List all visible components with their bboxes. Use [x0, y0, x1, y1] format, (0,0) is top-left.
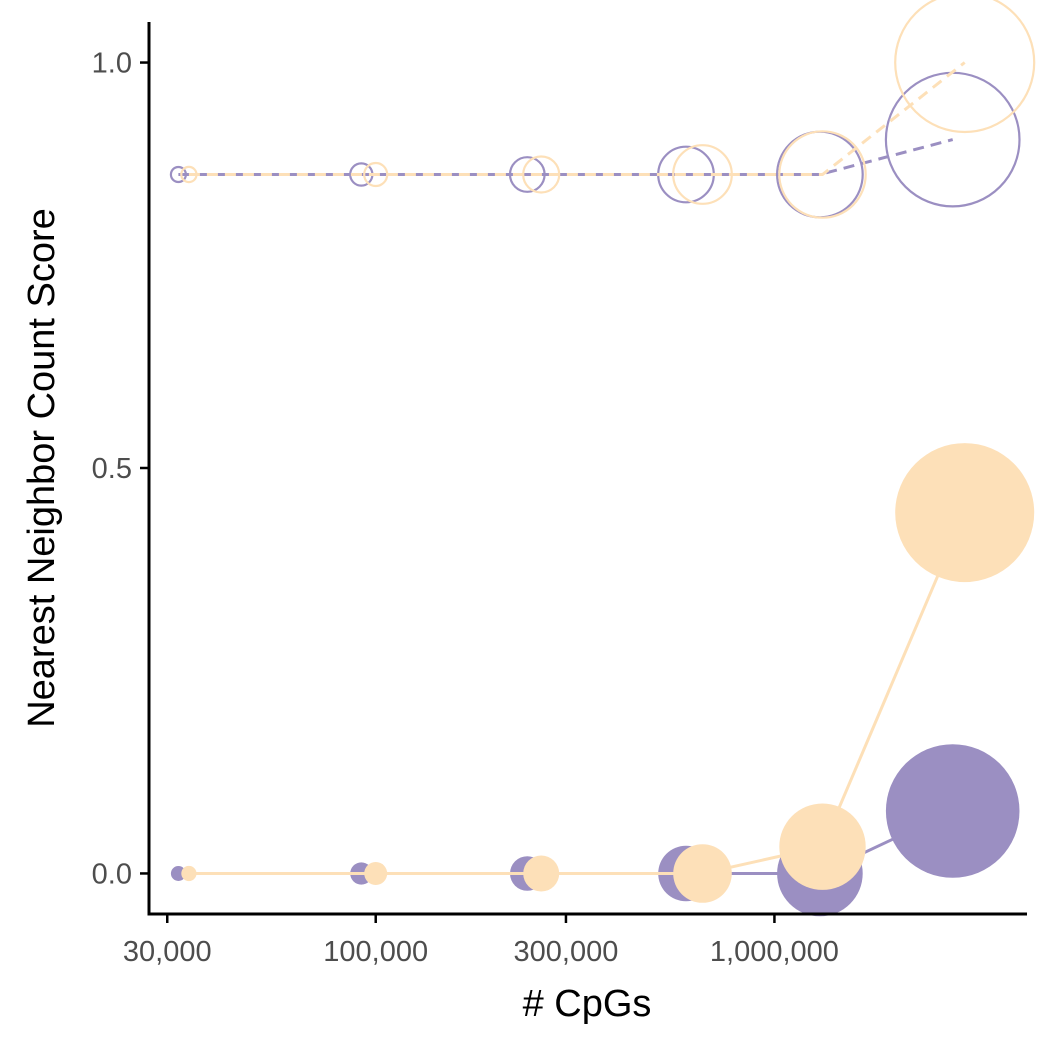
- series-line: [188, 512, 967, 875]
- y-axis-title: Nearest Neighbor Count Score: [21, 208, 63, 728]
- y-axis-ticks: 0.0 0.5 1.0: [92, 48, 148, 890]
- series-line: [188, 61, 966, 176]
- x-tick-label: 1,000,000: [710, 936, 839, 968]
- data-point: [169, 165, 187, 184]
- series-1: [180, 0, 1036, 219]
- data-point: [508, 156, 546, 193]
- series-2: [170, 744, 1020, 917]
- data-point: [885, 744, 1020, 878]
- y-tick-label: 1.0: [92, 48, 132, 80]
- data-point: [894, 0, 1036, 134]
- x-axis-ticks: 30,000 100,000 300,000 1,000,000: [123, 915, 839, 968]
- y-tick-label: 0.5: [92, 453, 132, 485]
- data-point: [363, 161, 389, 188]
- series-3: [181, 443, 1035, 903]
- data-point: [522, 155, 561, 194]
- data-point: [779, 803, 866, 890]
- data-point: [364, 862, 388, 885]
- data-point: [180, 165, 198, 184]
- data-point: [523, 855, 560, 892]
- x-tick-label: 100,000: [323, 936, 428, 968]
- data-point: [895, 443, 1035, 583]
- x-axis-title: # CpGs: [523, 983, 652, 1025]
- data-point: [170, 866, 186, 881]
- series-0: [169, 71, 1021, 219]
- x-tick-label: 30,000: [123, 936, 212, 968]
- series-line: [178, 138, 954, 176]
- data-point: [672, 144, 733, 205]
- data-point: [673, 844, 732, 903]
- data-point: [778, 130, 867, 219]
- y-tick-label: 0.0: [92, 858, 132, 890]
- x-tick-label: 300,000: [514, 936, 619, 968]
- series-layer: [169, 0, 1036, 917]
- data-point: [181, 865, 197, 882]
